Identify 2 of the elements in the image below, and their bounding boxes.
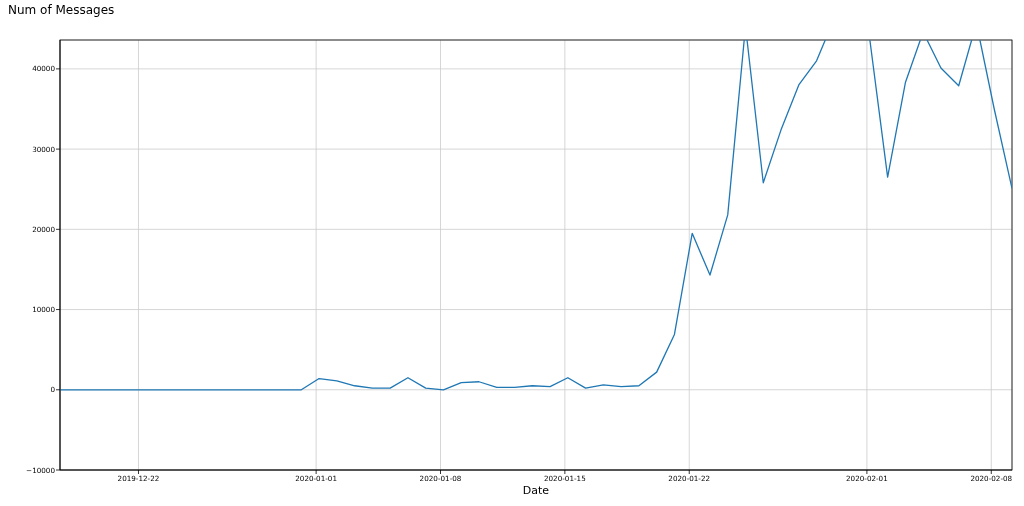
chart-title: Num of Messages bbox=[8, 3, 115, 17]
x-axis-title: Date bbox=[522, 484, 550, 497]
